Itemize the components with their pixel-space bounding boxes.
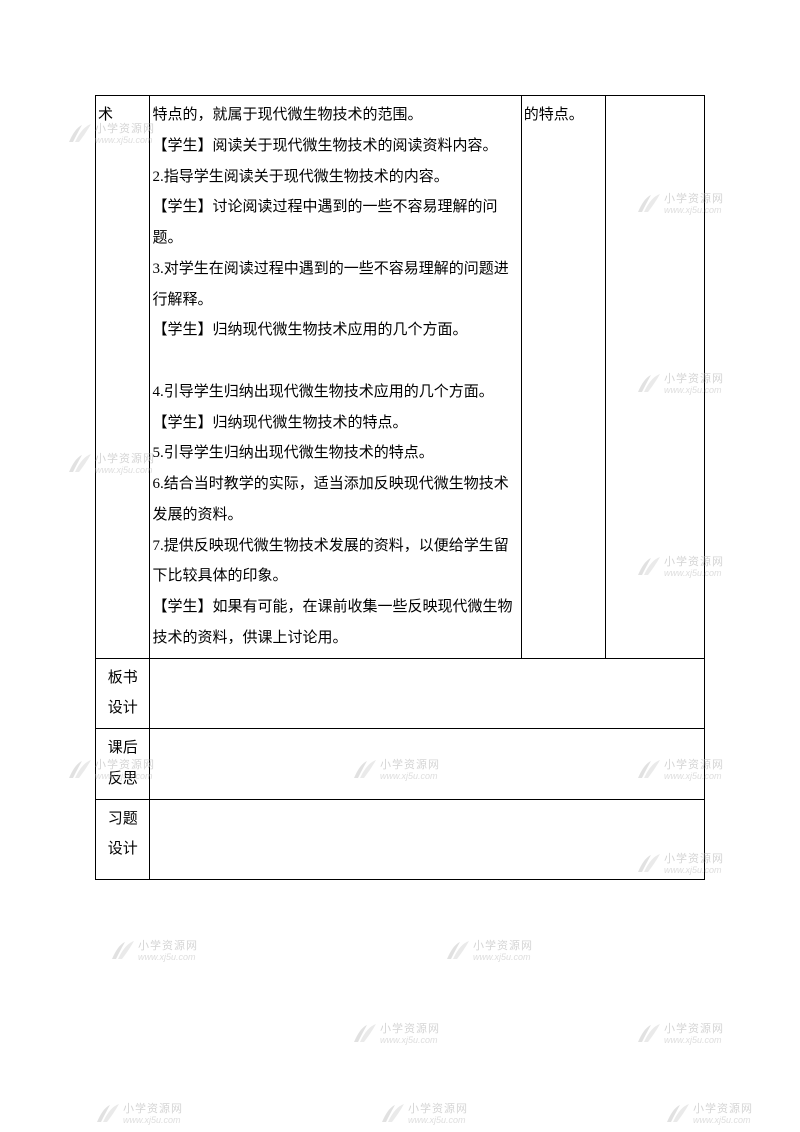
activity-line: 7.提供反映现代微生物技术发展的资料，以便给学生留下比较具体的印象。 <box>152 531 518 593</box>
watermark-text: 小学资源网 <box>123 1100 183 1116</box>
watermark-text: 小学资源网 <box>138 937 198 953</box>
lesson-table: 术 特点的，就属于现代微生物技术的范围。【学生】阅读关于现代微生物技术的阅读资料… <box>95 95 705 880</box>
watermark-icon: 小学资源网www.xj5u.com <box>445 937 533 962</box>
activity-line: 【学生】如果有可能，在课前收集一些反映现代微生物技术的资料，供课上讨论用。 <box>152 592 518 654</box>
watermark-icon: 小学资源网www.xj5u.com <box>95 1100 183 1125</box>
label-reflection: 课后反思 <box>96 729 150 800</box>
cell-activities: 特点的，就属于现代微生物技术的范围。【学生】阅读关于现代微生物技术的阅读资料内容… <box>150 96 521 659</box>
watermark-text: 小学资源网 <box>380 1020 440 1036</box>
activity-line: 6.结合当时教学的实际，适当添加反映现代微生物技术发展的资料。 <box>152 469 518 531</box>
watermark-icon: 小学资源网www.xj5u.com <box>636 1020 724 1045</box>
activity-line: 【学生】阅读关于现代微生物技术的阅读资料内容。 <box>152 131 518 162</box>
activity-line: 【学生】归纳现代微生物技术应用的几个方面。 <box>152 315 518 346</box>
watermark-url: www.xj5u.com <box>138 952 198 962</box>
cell-topic: 术 <box>96 96 150 659</box>
activity-line: 【学生】归纳现代微生物技术的特点。 <box>152 408 518 439</box>
activity-line: 3.对学生在阅读过程中遇到的一些不容易理解的问题进行解释。 <box>152 254 518 316</box>
cell-exercises <box>150 799 705 879</box>
watermark-text: 小学资源网 <box>693 1100 753 1116</box>
label-exercises: 习题设计 <box>96 799 150 879</box>
watermark-text: 小学资源网 <box>408 1100 468 1116</box>
watermark-url: www.xj5u.com <box>693 1115 753 1125</box>
watermark-icon: 小学资源网www.xj5u.com <box>352 1020 440 1045</box>
watermark-text: 小学资源网 <box>473 937 533 953</box>
cell-extra <box>605 96 704 659</box>
activity-line: 5.引导学生归纳出现代微生物技术的特点。 <box>152 438 518 469</box>
activity-line: 2.指导学生阅读关于现代微生物技术的内容。 <box>152 162 518 193</box>
page: 术 特点的，就属于现代微生物技术的范围。【学生】阅读关于现代微生物技术的阅读资料… <box>0 0 800 1132</box>
activity-line: 【学生】讨论阅读过程中遇到的一些不容易理解的问题。 <box>152 192 518 254</box>
watermark-url: www.xj5u.com <box>380 1035 440 1045</box>
label-board-design: 板书设计 <box>96 658 150 729</box>
watermark-text: 小学资源网 <box>664 1020 724 1036</box>
watermark-url: www.xj5u.com <box>473 952 533 962</box>
activity-line: 特点的，就属于现代微生物技术的范围。 <box>152 100 518 131</box>
label-text: 课后反思 <box>98 733 147 795</box>
activity-line <box>152 346 518 377</box>
watermark-icon: 小学资源网www.xj5u.com <box>110 937 198 962</box>
table-row: 课后反思 <box>96 729 705 800</box>
cell-board-design <box>150 658 705 729</box>
cell-notes: 的特点。 <box>521 96 605 659</box>
table-row: 习题设计 <box>96 799 705 879</box>
label-text: 习题设计 <box>98 804 147 866</box>
watermark-url: www.xj5u.com <box>408 1115 468 1125</box>
label-text: 板书设计 <box>98 663 147 725</box>
activity-line: 4.引导学生归纳出现代微生物技术应用的几个方面。 <box>152 377 518 408</box>
table-row: 术 特点的，就属于现代微生物技术的范围。【学生】阅读关于现代微生物技术的阅读资料… <box>96 96 705 659</box>
watermark-icon: 小学资源网www.xj5u.com <box>665 1100 753 1125</box>
table-row: 板书设计 <box>96 658 705 729</box>
cell-reflection <box>150 729 705 800</box>
watermark-icon: 小学资源网www.xj5u.com <box>380 1100 468 1125</box>
watermark-url: www.xj5u.com <box>664 1035 724 1045</box>
watermark-url: www.xj5u.com <box>123 1115 183 1125</box>
